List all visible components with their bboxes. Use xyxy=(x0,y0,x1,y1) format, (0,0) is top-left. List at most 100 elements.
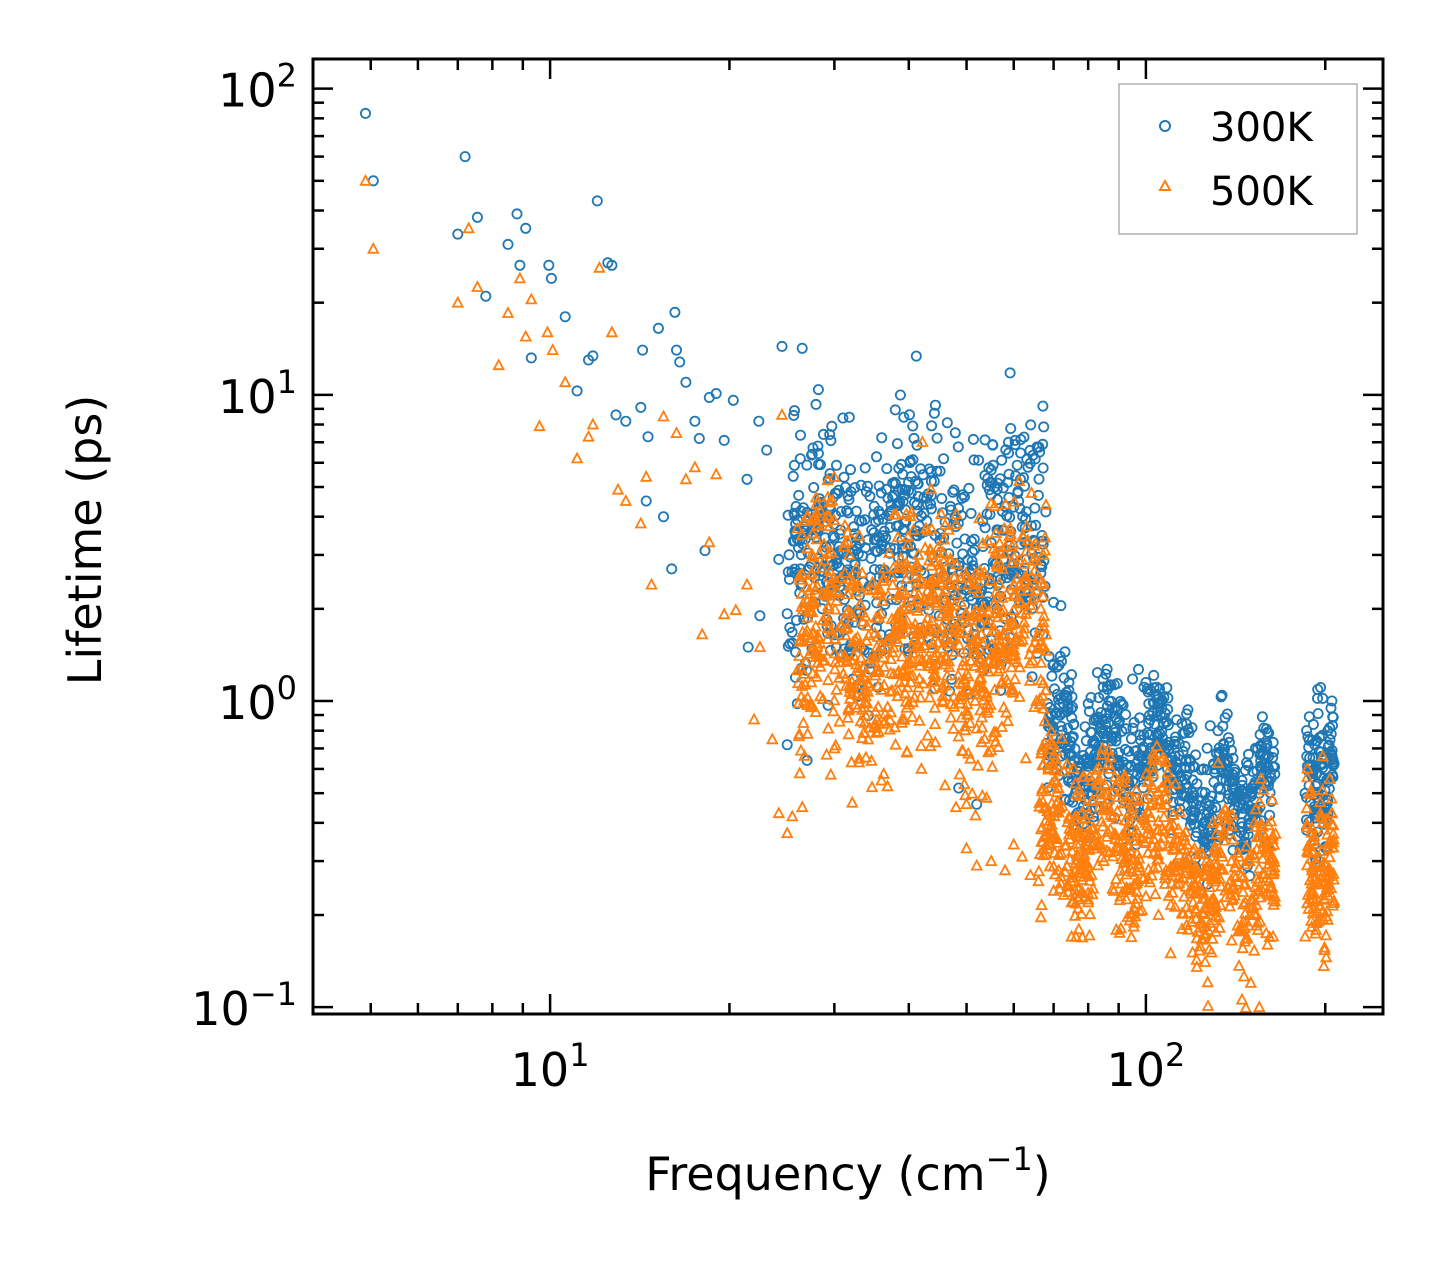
data-point xyxy=(828,470,841,482)
data-point xyxy=(1248,815,1261,828)
data-point xyxy=(821,721,835,734)
data-point xyxy=(1101,663,1113,675)
data-point xyxy=(915,761,928,774)
data-point xyxy=(1007,837,1020,850)
data-point xyxy=(1217,828,1231,841)
data-point xyxy=(844,606,858,619)
data-point xyxy=(1006,685,1020,698)
data-point xyxy=(955,687,969,700)
data-point xyxy=(1111,704,1123,716)
data-point xyxy=(841,710,855,723)
data-point xyxy=(591,195,603,207)
data-point xyxy=(831,586,845,598)
data-point xyxy=(1203,800,1215,812)
data-point xyxy=(821,614,835,627)
data-point xyxy=(1267,866,1280,879)
data-point xyxy=(1248,850,1261,863)
data-point xyxy=(766,732,779,745)
data-point xyxy=(986,623,999,636)
data-point xyxy=(824,428,836,440)
data-point xyxy=(963,612,977,625)
data-point xyxy=(838,566,852,578)
data-point xyxy=(1048,658,1060,670)
data-point xyxy=(1051,661,1063,673)
data-point xyxy=(587,350,599,362)
data-point xyxy=(987,459,999,471)
data-point xyxy=(1260,723,1272,735)
data-point xyxy=(1120,880,1133,893)
data-point xyxy=(1238,830,1250,842)
data-point xyxy=(1093,716,1105,728)
data-point xyxy=(1154,683,1166,695)
data-point xyxy=(1118,862,1132,874)
data-point xyxy=(834,619,848,632)
data-point xyxy=(1235,992,1249,1005)
data-point xyxy=(1112,773,1125,786)
data-point xyxy=(823,564,837,576)
data-point xyxy=(1159,784,1173,797)
data-point xyxy=(782,509,794,521)
data-point xyxy=(754,610,766,622)
data-point xyxy=(943,636,957,649)
data-point xyxy=(1109,827,1122,840)
data-point xyxy=(1182,704,1194,716)
data-point xyxy=(1313,913,1327,925)
data-point xyxy=(1266,929,1280,942)
data-point xyxy=(1007,603,1020,615)
data-point xyxy=(809,619,822,632)
data-point xyxy=(860,486,872,498)
data-point xyxy=(969,566,982,579)
data-point xyxy=(1020,519,1033,532)
data-point xyxy=(887,640,900,653)
data-point xyxy=(1262,762,1274,774)
data-point xyxy=(939,582,953,595)
data-point xyxy=(741,473,753,485)
data-point xyxy=(1071,765,1083,777)
data-point xyxy=(1317,692,1329,704)
data-point xyxy=(1010,655,1024,667)
data-point xyxy=(927,661,940,674)
data-point xyxy=(1185,914,1198,927)
data-point xyxy=(1034,746,1048,759)
y-tick-label: 10−1 xyxy=(191,975,297,1036)
data-point xyxy=(911,603,924,616)
data-point xyxy=(1100,843,1114,856)
data-point xyxy=(973,650,987,663)
data-point xyxy=(968,533,980,545)
data-point xyxy=(718,434,730,446)
data-point xyxy=(874,583,887,596)
data-point xyxy=(1179,879,1192,892)
data-point xyxy=(920,651,933,664)
data-point xyxy=(1037,757,1050,770)
data-point xyxy=(1300,770,1314,783)
data-point xyxy=(936,689,949,702)
data-point xyxy=(1095,747,1108,760)
data-point xyxy=(1038,421,1050,433)
data-point xyxy=(1190,799,1202,811)
data-point xyxy=(800,623,814,636)
data-point xyxy=(979,598,991,610)
data-point xyxy=(1217,833,1230,846)
data-point xyxy=(1267,837,1281,850)
data-point xyxy=(1023,673,1037,686)
data-point xyxy=(859,708,872,721)
data-point xyxy=(908,432,920,444)
data-point xyxy=(1018,556,1031,569)
data-point xyxy=(1239,1000,1253,1013)
data-point xyxy=(367,241,380,254)
data-point xyxy=(772,806,786,819)
data-point xyxy=(1208,758,1220,770)
data-point xyxy=(931,432,943,444)
data-point xyxy=(1003,529,1016,541)
data-point xyxy=(924,482,938,495)
data-point xyxy=(471,280,484,292)
data-point xyxy=(951,537,963,549)
data-point xyxy=(884,684,897,697)
data-point xyxy=(1239,931,1252,944)
data-point xyxy=(792,729,806,742)
data-point xyxy=(606,259,618,271)
data-point xyxy=(1021,533,1034,546)
data-point xyxy=(359,173,372,186)
data-point xyxy=(831,554,843,566)
data-point xyxy=(1134,729,1146,741)
